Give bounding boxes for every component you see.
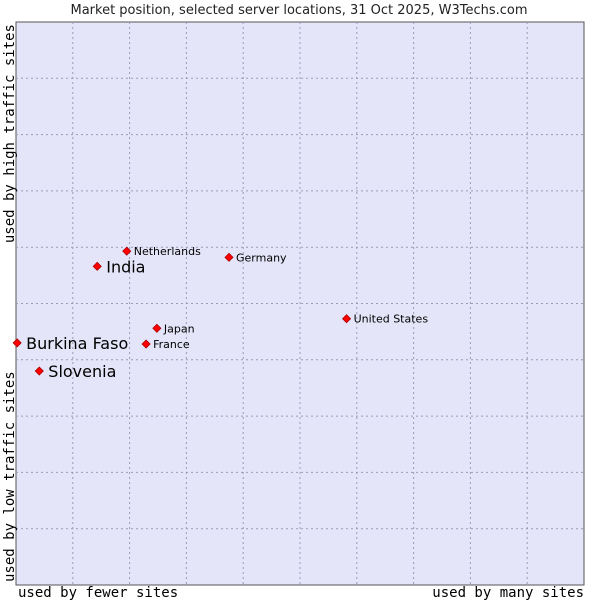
point-netherlands <box>122 246 132 256</box>
point-japan <box>152 323 162 333</box>
point-france <box>141 339 151 349</box>
label-slovenia: Slovenia <box>48 362 116 381</box>
data-points <box>12 246 352 376</box>
label-france: France <box>153 338 190 351</box>
y-axis-label-top: used by high traffic sites <box>2 24 18 243</box>
grid-lines <box>16 22 584 585</box>
x-axis-label-left: used by fewer sites <box>18 585 178 600</box>
label-japan: Japan <box>163 322 195 335</box>
y-axis-label-bottom: used by low traffic sites <box>2 371 18 582</box>
chart-title: Market position, selected server locatio… <box>70 3 527 18</box>
point-united-states <box>342 314 352 324</box>
point-burkina-faso <box>12 338 22 348</box>
label-burkina-faso: Burkina Faso <box>26 334 128 353</box>
point-germany <box>224 252 234 262</box>
label-india: India <box>106 257 145 276</box>
point-slovenia <box>34 366 44 376</box>
label-united-states: United States <box>354 313 429 326</box>
label-germany: Germany <box>236 251 287 264</box>
label-netherlands: Netherlands <box>134 245 201 258</box>
x-axis-label-right: used by many sites <box>432 585 584 600</box>
point-india <box>92 261 102 271</box>
